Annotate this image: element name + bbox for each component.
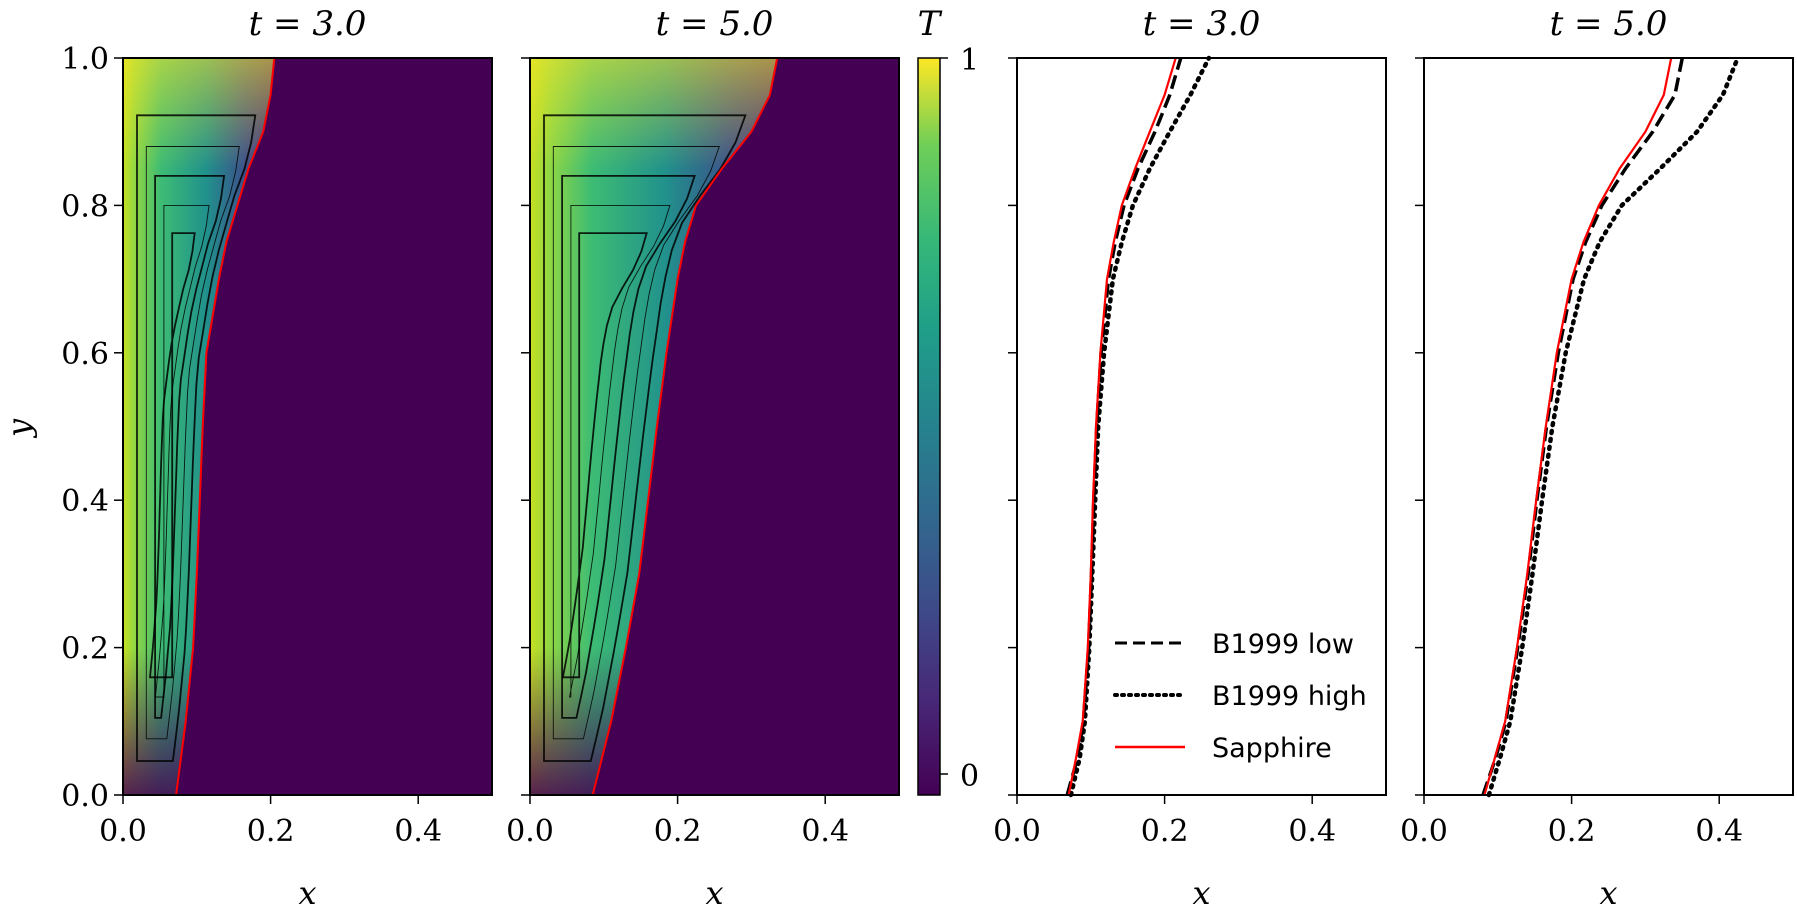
panel-t3-field: t = 3.0 (122, 4, 493, 796)
y-tick-label: 0.8 (61, 189, 109, 224)
colorbar-max-label: 1 (960, 43, 979, 78)
melt-region-shading (530, 58, 778, 795)
legend-label-sapphire: Sapphire (1212, 733, 1332, 764)
streamlines (543, 114, 747, 762)
x-tick-label: 0.2 (654, 814, 702, 849)
x-tick-label: 0.4 (1288, 814, 1336, 849)
x-tick-label: 0.4 (1695, 814, 1743, 849)
axes-frame (529, 57, 900, 796)
x-axis-label: x (1192, 874, 1210, 912)
panel-t3-profiles: t = 3.0 B1999 low B1999 high Sapphire (1016, 4, 1387, 798)
x-axis-label: x (705, 874, 723, 912)
x-tick-label: 0.2 (1141, 814, 1189, 849)
y-axis-label: y (0, 418, 38, 439)
series-line-sapphire (1483, 57, 1673, 796)
panel-title: t = 3.0 (249, 4, 367, 44)
x-tick-label: 0.2 (247, 814, 295, 849)
streamline (561, 232, 648, 679)
series-line-b1999-high (1068, 55, 1212, 798)
x-tick-label: 0.4 (801, 814, 849, 849)
colorbar-gradient (917, 57, 941, 796)
streamlines (136, 114, 257, 762)
axes-frame (1016, 57, 1387, 796)
colorbar: 1 0 T (917, 4, 979, 796)
x-tick-label: 0.0 (506, 814, 554, 849)
axes-frame (1423, 57, 1794, 796)
panel-title: t = 3.0 (1143, 4, 1261, 44)
x-tick-label: 0.0 (993, 814, 1041, 849)
axes-background (1424, 58, 1793, 795)
x-axis-label: x (298, 874, 316, 912)
axes-frame (122, 57, 493, 796)
series-lines (1481, 55, 1740, 798)
streamline (149, 232, 196, 679)
streamline (543, 114, 747, 762)
melt-front-line (591, 57, 779, 796)
streamline (154, 204, 210, 698)
legend-label-b1999-low: B1999 low (1212, 629, 1354, 660)
streamline (154, 175, 226, 719)
panel-t5-profiles: t = 5.0 (1423, 4, 1794, 798)
colorbar-min-label: 0 (960, 759, 979, 794)
legend: B1999 low B1999 high Sapphire (1113, 629, 1367, 764)
panel-title: t = 5.0 (656, 4, 774, 44)
x-tick-label: 0.2 (1548, 814, 1596, 849)
y-tick-label: 0.6 (61, 337, 109, 372)
legend-label-b1999-high: B1999 high (1212, 681, 1367, 712)
x-tick-label: 0.4 (394, 814, 442, 849)
x-tick-label: 0.0 (99, 814, 147, 849)
axes-background (1017, 58, 1386, 795)
colorbar-label: T (918, 4, 943, 44)
streamline (568, 204, 671, 698)
panel-title: t = 5.0 (1550, 4, 1668, 44)
series-line-b1999-high (1486, 55, 1740, 798)
streamline (136, 114, 257, 762)
series-line-sapphire (1067, 57, 1177, 796)
melt-region-shading (123, 58, 275, 795)
streamline (145, 146, 240, 740)
x-tick-label: 0.0 (1400, 814, 1448, 849)
panel-t5-field: t = 5.0 (529, 4, 900, 796)
series-lines (1065, 55, 1212, 798)
y-tick-label: 0.0 (61, 779, 109, 814)
streamline (561, 175, 696, 719)
melt-front-line (175, 57, 276, 796)
streamline (552, 146, 720, 740)
y-tick-label: 0.4 (61, 484, 109, 519)
y-tick-label: 0.2 (61, 632, 109, 667)
x-axis-label: x (1599, 874, 1617, 912)
y-tick-label: 1.0 (61, 42, 109, 77)
axis-ticks: 0.0 0.2 0.4 x 0.0 0.2 0.4 x 0.0 0.2 0.4 x 0.0 0.2 0.4 x… (61, 42, 1743, 912)
